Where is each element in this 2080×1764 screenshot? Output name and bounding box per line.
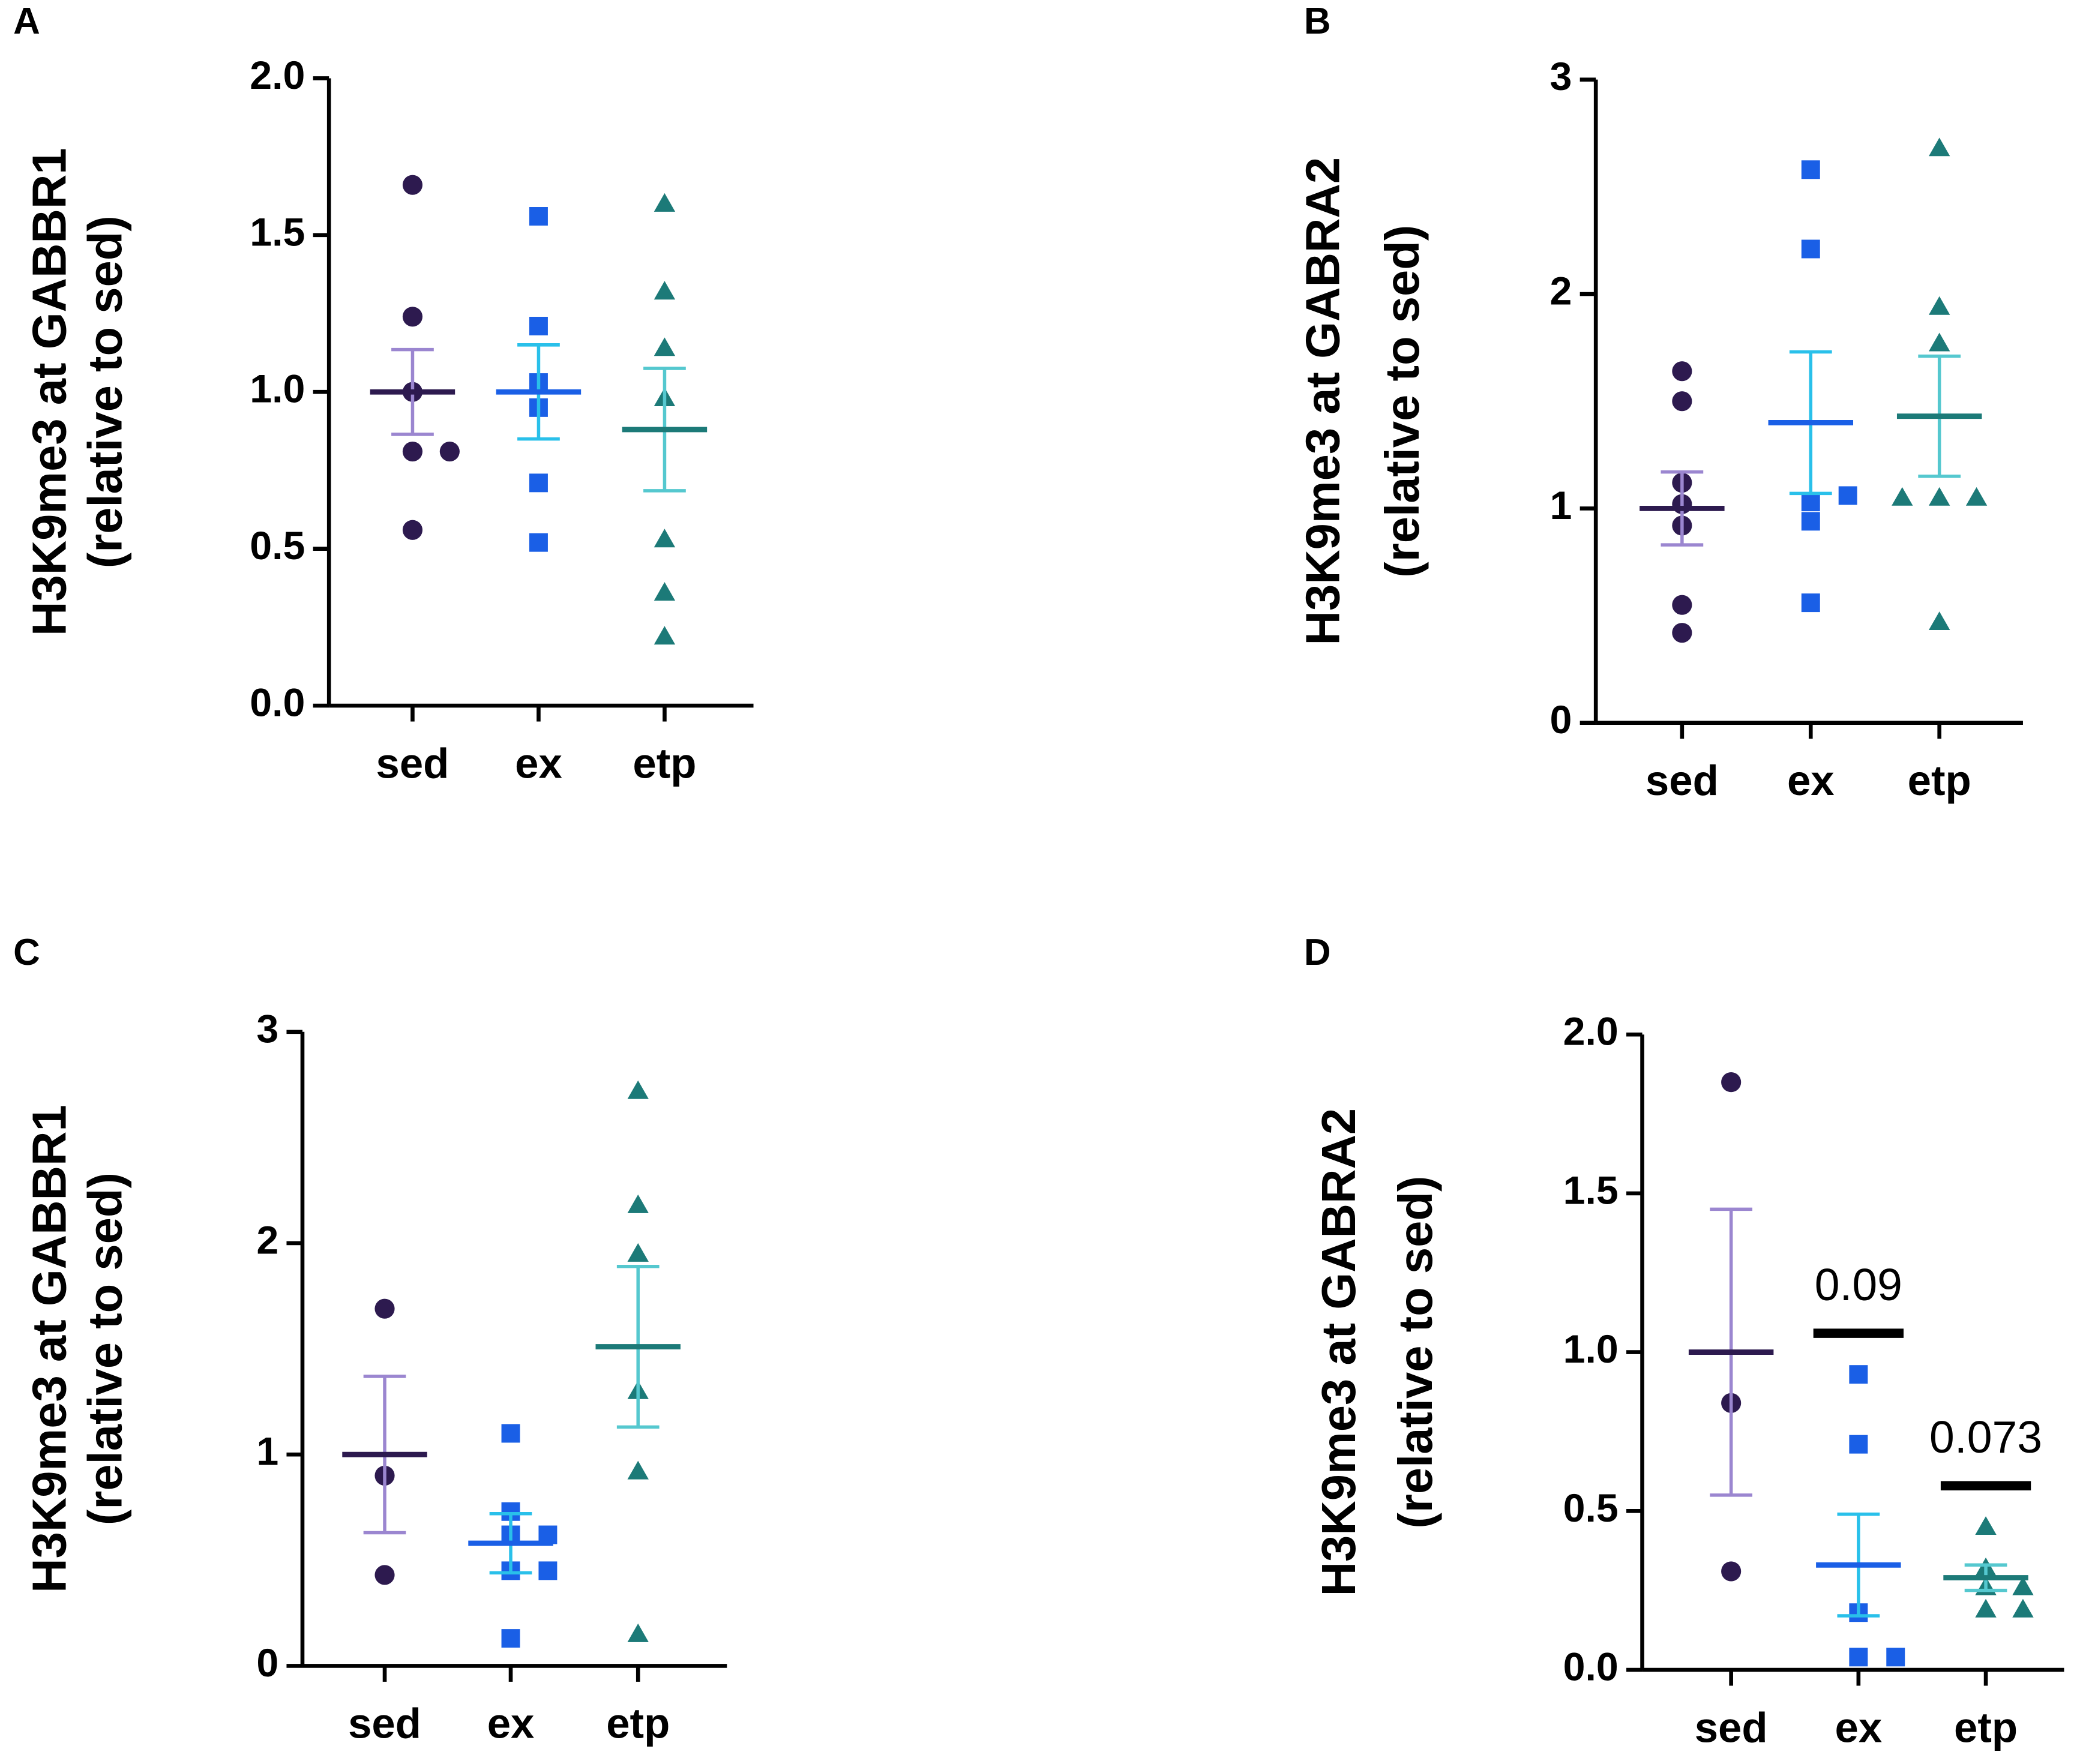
data-point	[1975, 1598, 1997, 1618]
data-point	[1801, 493, 1820, 512]
data-point	[654, 529, 676, 548]
data-point	[1929, 332, 1950, 352]
y-tick-label: 2.0	[1563, 1010, 1619, 1054]
data-point	[1929, 137, 1950, 157]
data-point	[1849, 1435, 1868, 1454]
data-point	[374, 1298, 395, 1319]
data-point	[529, 316, 548, 335]
y-tick-label: 1.5	[1563, 1168, 1619, 1213]
data-point	[374, 1565, 395, 1585]
x-tick-label: ex	[515, 739, 562, 787]
x-tick-label: ex	[487, 1700, 535, 1747]
panel-label: A	[13, 1, 40, 42]
data-point	[1801, 239, 1820, 259]
y-axis-label: H3K9me3 at GABBR1	[22, 1105, 76, 1593]
data-point	[439, 441, 460, 462]
y-axis-label: (relative to sed)	[1389, 1176, 1442, 1529]
data-point	[402, 441, 423, 462]
y-axis-label: H3K9me3 at GABRA2	[1296, 157, 1349, 646]
y-tick-label: 0	[256, 1641, 278, 1685]
data-point	[1672, 595, 1692, 615]
y-tick-label: 1.0	[250, 367, 305, 412]
y-axis-label: H3K9me3 at GABBR1	[22, 148, 76, 636]
y-axis-label: (relative to sed)	[78, 215, 131, 568]
panel-label: B	[1304, 1, 1331, 42]
data-point	[529, 207, 548, 226]
x-tick-label: sed	[348, 1700, 421, 1747]
y-tick-label: 1.5	[250, 210, 305, 254]
data-point	[1929, 611, 1950, 631]
data-point	[1929, 487, 1950, 506]
data-point	[654, 337, 676, 356]
data-point	[654, 582, 676, 601]
y-tick-label: 2	[1550, 269, 1572, 314]
y-axis-label: (relative to sed)	[78, 1172, 131, 1525]
data-point	[501, 1424, 520, 1443]
x-tick-label: etp	[1954, 1703, 2018, 1751]
x-tick-label: ex	[1835, 1703, 1883, 1751]
data-point	[2012, 1598, 2034, 1618]
y-tick-label: 0.5	[250, 524, 305, 568]
data-point	[1672, 391, 1692, 412]
x-tick-label: etp	[633, 739, 696, 787]
y-axis-label: (relative to sed)	[1375, 225, 1429, 578]
data-point	[2012, 1576, 2034, 1595]
y-tick-label: 1	[1550, 484, 1572, 528]
data-point	[402, 520, 423, 540]
data-point	[627, 1080, 649, 1099]
annotation-text: 0.09	[1815, 1259, 1902, 1310]
data-point	[627, 1623, 649, 1642]
data-point	[402, 175, 423, 195]
data-point	[1801, 593, 1820, 613]
data-point	[538, 1561, 558, 1580]
data-point	[654, 193, 676, 212]
x-tick-label: etp	[606, 1700, 670, 1747]
data-point	[627, 1460, 649, 1480]
y-tick-label: 3	[1550, 55, 1572, 99]
data-point	[654, 626, 676, 645]
data-point	[402, 307, 423, 327]
x-tick-label: sed	[1646, 757, 1719, 804]
x-tick-label: etp	[1908, 757, 1971, 804]
y-tick-label: 1	[256, 1430, 278, 1474]
data-point	[1965, 487, 1988, 506]
y-tick-label: 1.0	[1563, 1327, 1619, 1372]
data-point	[1838, 486, 1857, 505]
data-point	[1975, 1516, 1997, 1535]
data-point	[1672, 361, 1692, 382]
data-point	[1801, 512, 1820, 531]
y-tick-label: 2	[256, 1218, 278, 1262]
data-point	[1721, 1561, 1742, 1582]
x-tick-label: sed	[376, 739, 449, 787]
y-axis-label: H3K9me3 at GABRA2	[1312, 1108, 1365, 1597]
annotation-text: 0.073	[1929, 1412, 2042, 1462]
data-point	[1721, 1072, 1742, 1093]
data-point	[1886, 1648, 1905, 1667]
data-point	[1849, 1648, 1868, 1667]
panel-label: C	[13, 932, 40, 973]
data-point	[1801, 160, 1820, 179]
panel-label: D	[1304, 932, 1331, 973]
y-tick-label: 0.0	[1563, 1645, 1619, 1690]
y-tick-label: 0.0	[250, 681, 305, 725]
data-point	[529, 473, 548, 493]
data-point	[654, 281, 676, 300]
y-tick-label: 2.0	[250, 53, 305, 98]
x-tick-label: sed	[1695, 1703, 1768, 1751]
data-point	[1892, 487, 1913, 506]
y-tick-label: 3	[256, 1007, 278, 1051]
data-point	[1672, 623, 1692, 643]
data-point	[627, 1194, 649, 1213]
data-point	[1929, 296, 1950, 315]
data-point	[529, 533, 548, 552]
x-tick-label: ex	[1787, 757, 1835, 804]
y-tick-label: 0.5	[1563, 1486, 1619, 1531]
data-point	[627, 1243, 649, 1262]
y-tick-label: 0	[1550, 698, 1572, 742]
data-point	[501, 1629, 520, 1648]
data-point	[1849, 1365, 1868, 1384]
